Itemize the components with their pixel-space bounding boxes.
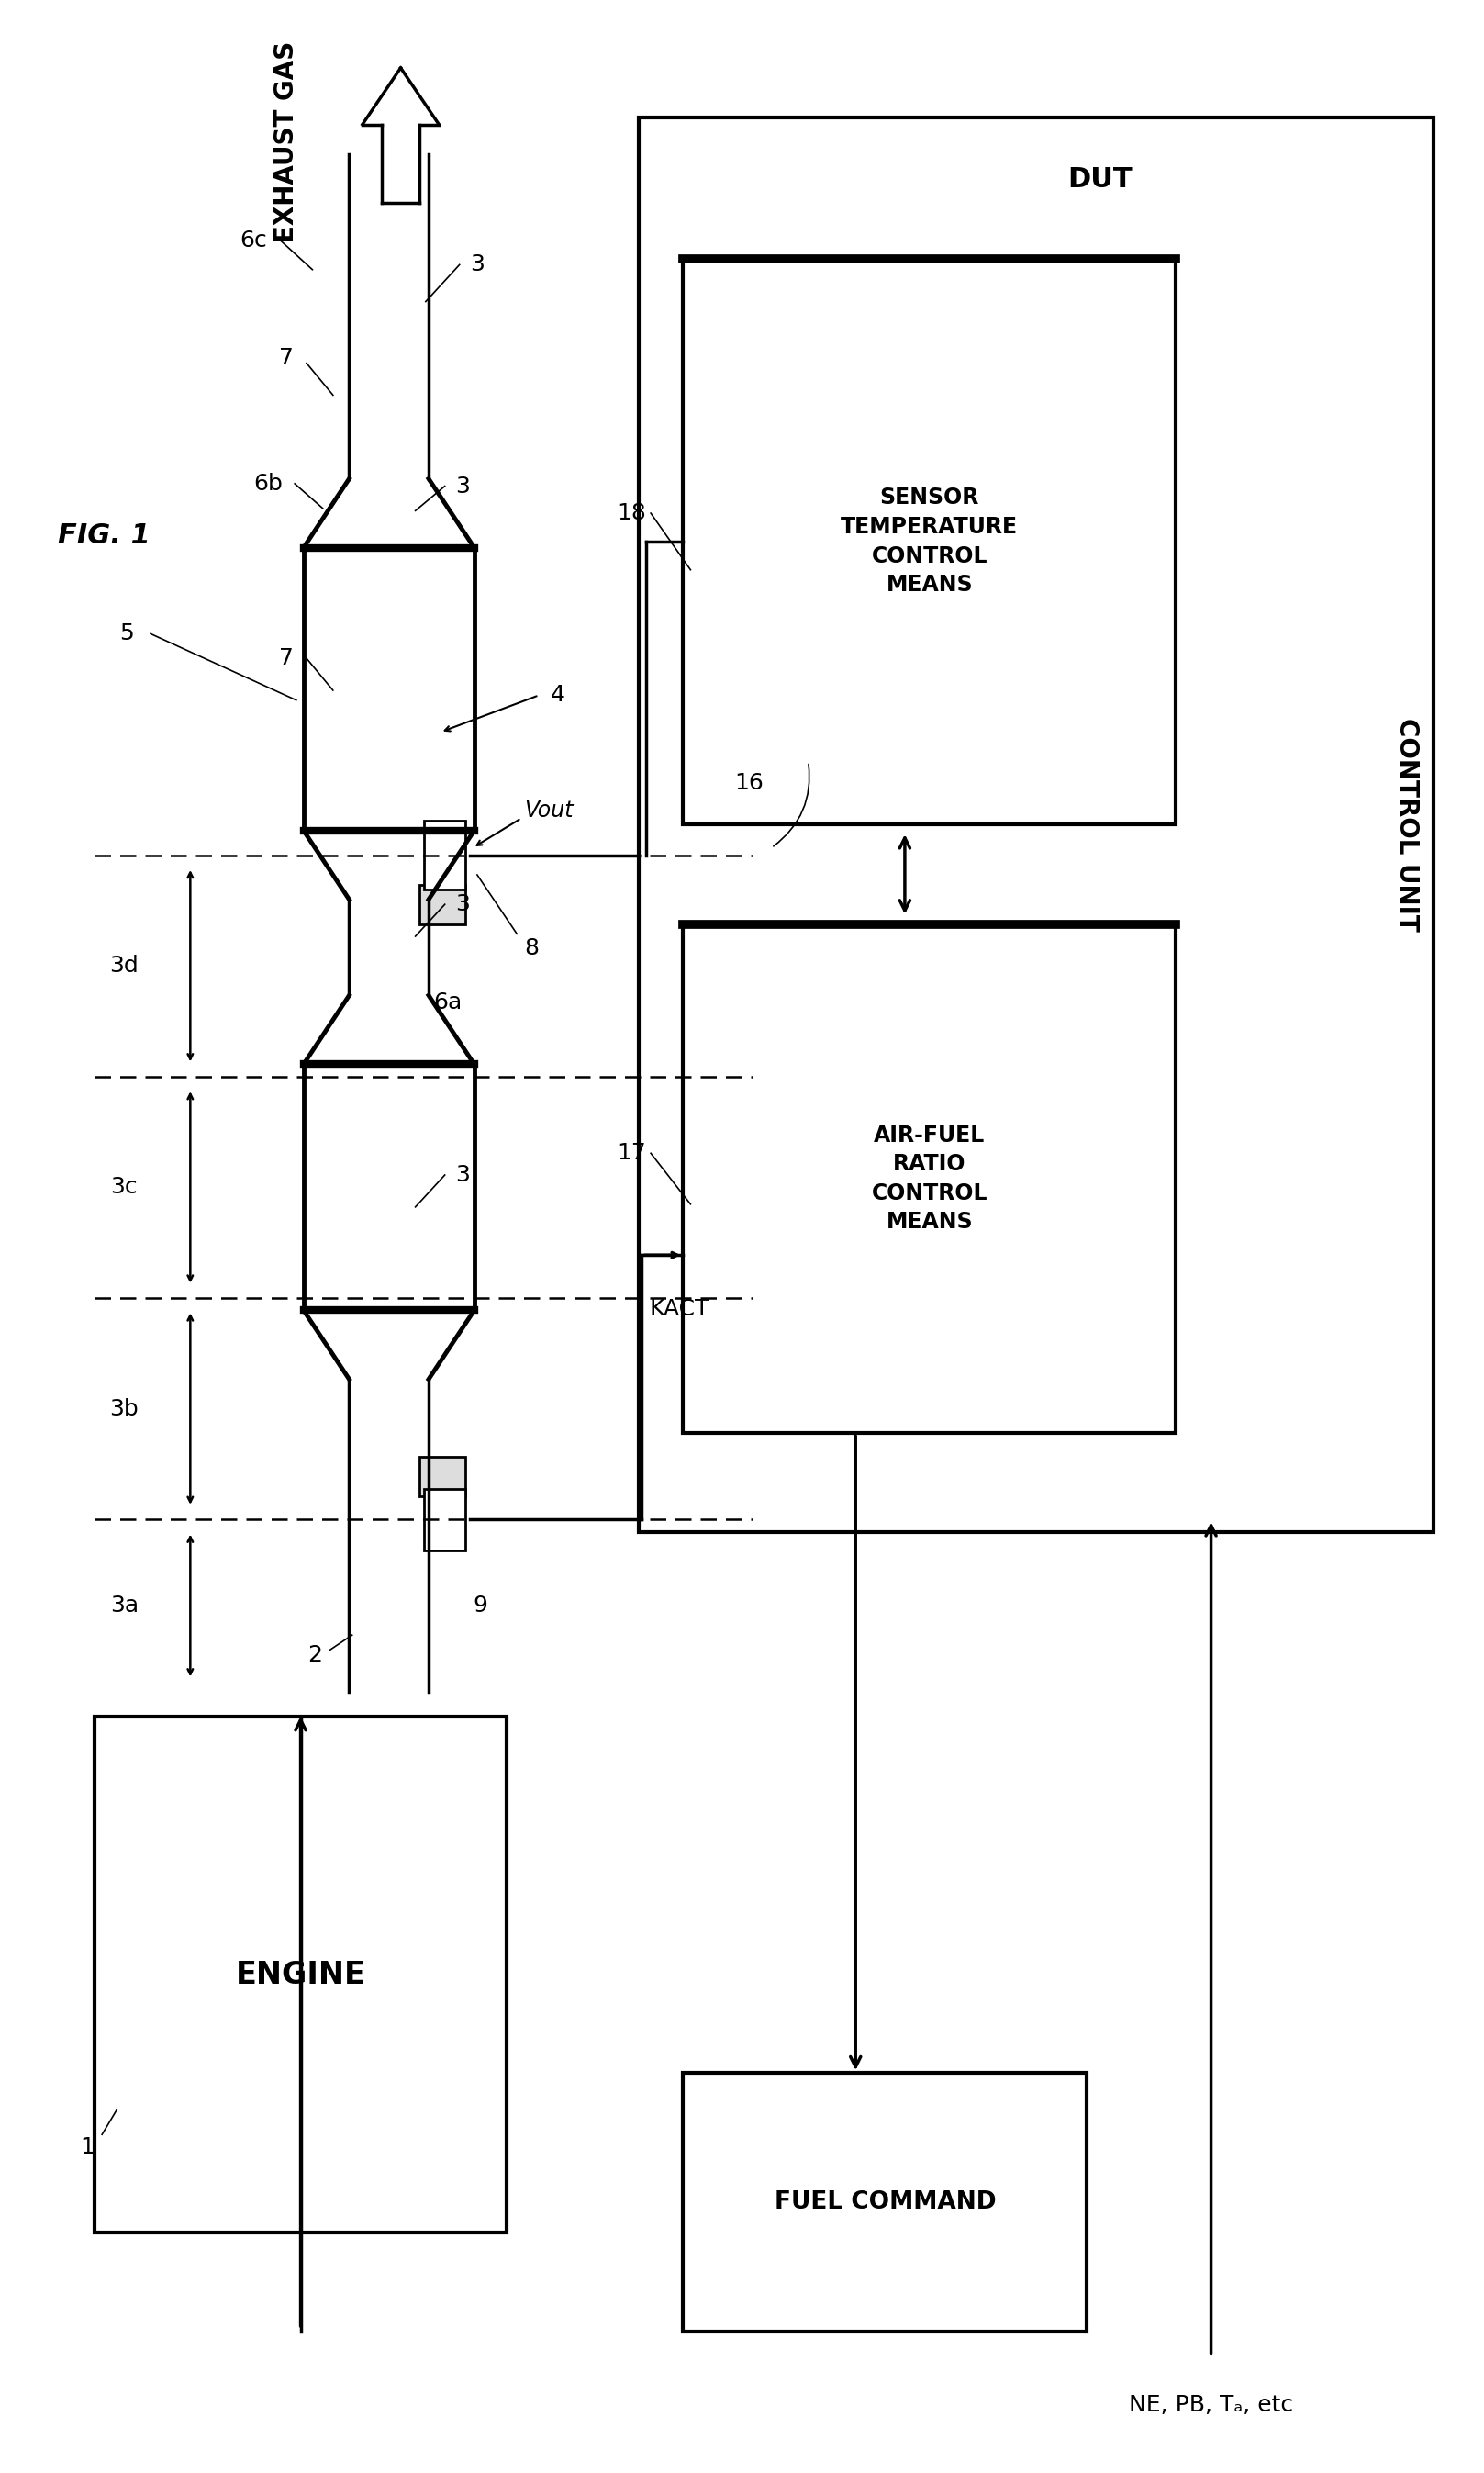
Text: 5: 5	[120, 623, 134, 645]
Text: 3: 3	[456, 893, 470, 915]
Text: 6c: 6c	[240, 230, 267, 252]
Text: 17: 17	[617, 1143, 646, 1165]
Text: DUT: DUT	[1067, 166, 1132, 193]
FancyBboxPatch shape	[683, 925, 1175, 1434]
Text: 3b: 3b	[110, 1397, 138, 1420]
Text: FUEL COMMAND: FUEL COMMAND	[775, 2191, 996, 2213]
Text: 7: 7	[279, 648, 294, 670]
Text: 3c: 3c	[110, 1177, 138, 1199]
Bar	[420, 1457, 466, 1496]
Text: Vout: Vout	[524, 799, 573, 821]
Text: 4: 4	[551, 685, 565, 707]
FancyBboxPatch shape	[95, 1716, 506, 2233]
Text: 3: 3	[456, 1165, 470, 1187]
Text: 18: 18	[617, 502, 647, 524]
FancyBboxPatch shape	[683, 2072, 1088, 2332]
Bar	[424, 821, 466, 890]
Text: 3d: 3d	[110, 955, 138, 977]
Text: 6b: 6b	[254, 472, 283, 495]
Text: 7: 7	[279, 346, 294, 368]
Text: NE, PB, Tₐ, etc: NE, PB, Tₐ, etc	[1129, 2394, 1293, 2416]
Text: 16: 16	[735, 772, 764, 794]
Text: 3a: 3a	[110, 1595, 138, 1617]
Text: KACT: KACT	[650, 1298, 709, 1321]
Text: 2: 2	[309, 1645, 322, 1667]
Text: 3: 3	[456, 475, 470, 497]
Text: 6a: 6a	[433, 992, 462, 1014]
Text: ENGINE: ENGINE	[236, 1959, 365, 1991]
FancyBboxPatch shape	[640, 116, 1434, 1531]
Bar	[420, 885, 466, 925]
Text: CONTROL UNIT: CONTROL UNIT	[1393, 717, 1420, 932]
Text: SENSOR
TEMPERATURE
CONTROL
MEANS: SENSOR TEMPERATURE CONTROL MEANS	[841, 487, 1018, 596]
Text: FIG. 1: FIG. 1	[58, 522, 150, 549]
Text: 9: 9	[473, 1595, 487, 1617]
Text: 1: 1	[80, 2137, 95, 2159]
Text: AIR-FUEL
RATIO
CONTROL
MEANS: AIR-FUEL RATIO CONTROL MEANS	[871, 1125, 987, 1234]
Text: 3: 3	[470, 255, 484, 275]
Bar	[424, 1489, 466, 1551]
Text: 8: 8	[524, 937, 539, 960]
FancyBboxPatch shape	[683, 260, 1175, 824]
Text: EXHAUST GAS: EXHAUST GAS	[273, 42, 298, 242]
